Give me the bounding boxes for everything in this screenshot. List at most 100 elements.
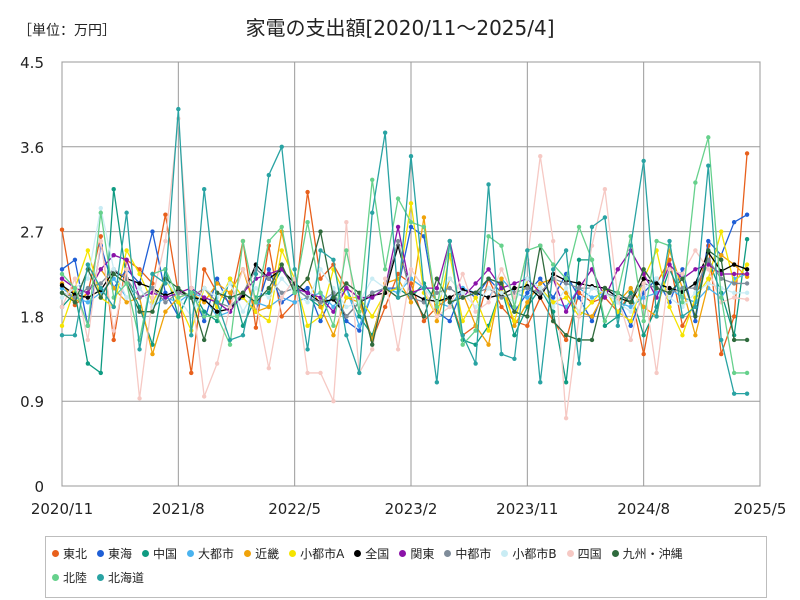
data-point — [615, 267, 621, 272]
data-point — [434, 314, 440, 319]
data-point — [641, 318, 646, 324]
data-point — [538, 290, 543, 296]
data-point — [357, 323, 362, 329]
data-point — [305, 370, 310, 376]
data-point — [512, 318, 517, 324]
data-point — [744, 297, 750, 302]
data-point — [305, 323, 310, 329]
data-point — [176, 106, 181, 112]
data-point — [370, 342, 375, 347]
data-point — [525, 300, 530, 305]
data-point — [137, 347, 142, 352]
data-point — [266, 366, 272, 371]
data-point — [318, 229, 323, 234]
legend-item: 小都市B — [501, 545, 557, 562]
legend-label: 大都市 — [198, 547, 235, 561]
data-point — [589, 257, 595, 263]
data-point — [460, 318, 465, 324]
x-tick-label: 2023/2 — [385, 500, 438, 518]
data-point — [357, 370, 362, 376]
unit-label: ［単位：万円］ — [18, 23, 116, 39]
data-point — [137, 309, 142, 314]
data-point — [85, 248, 91, 253]
data-point — [641, 158, 646, 164]
data-point — [370, 177, 375, 182]
data-point — [589, 337, 595, 343]
data-point — [447, 318, 452, 324]
data-point — [563, 281, 569, 286]
data-point — [550, 267, 556, 272]
data-point — [279, 144, 284, 149]
x-tick-label: 2020/11 — [31, 500, 93, 518]
data-point — [85, 337, 91, 343]
data-point — [150, 229, 155, 234]
data-point — [408, 201, 414, 206]
data-point — [370, 210, 375, 215]
data-point — [163, 309, 168, 314]
data-point — [654, 314, 659, 319]
legend-marker-icon — [354, 550, 362, 557]
series-line — [61, 188, 748, 384]
data-point — [163, 212, 168, 217]
data-point — [382, 130, 388, 135]
data-point — [512, 323, 517, 329]
data-point — [344, 318, 349, 324]
data-point — [85, 323, 91, 329]
legend-label: 北陸 — [63, 571, 88, 585]
y-tick-label: 3.6 — [20, 139, 44, 157]
data-point — [486, 276, 491, 281]
data-point — [85, 262, 91, 267]
data-point — [563, 276, 569, 281]
series-line — [61, 136, 748, 374]
data-point — [525, 323, 530, 329]
data-point — [344, 285, 349, 291]
data-point — [266, 285, 272, 291]
data-point — [318, 318, 323, 324]
legend-marker-icon — [52, 550, 59, 557]
data-point — [550, 238, 556, 244]
series-北海道 — [59, 106, 750, 396]
data-point — [512, 356, 517, 361]
data-point — [628, 300, 633, 305]
data-point — [395, 224, 401, 230]
data-point — [408, 300, 414, 305]
x-tick-label: 2023/11 — [496, 500, 558, 518]
data-point — [512, 281, 517, 286]
data-point — [731, 290, 737, 296]
data-point — [473, 281, 478, 286]
data-point — [550, 304, 556, 310]
data-point — [602, 187, 608, 192]
data-point — [279, 314, 284, 319]
data-point — [72, 276, 78, 281]
data-point — [680, 267, 685, 272]
data-point — [706, 135, 711, 140]
data-point — [201, 187, 207, 192]
data-point — [563, 309, 569, 314]
data-point — [318, 314, 323, 319]
data-point — [628, 285, 633, 291]
legend-marker-icon — [187, 550, 195, 557]
data-point — [628, 323, 633, 329]
legend-item: 北海道 — [97, 569, 144, 586]
data-point — [137, 271, 142, 277]
data-point — [344, 248, 349, 253]
legend-item: 四国 — [566, 545, 602, 562]
legend-label: 近畿 — [255, 547, 280, 561]
data-point — [357, 309, 362, 314]
data-point — [538, 154, 543, 159]
legend-label: 四国 — [577, 547, 602, 561]
data-point — [253, 271, 259, 277]
data-point — [266, 172, 272, 178]
data-point — [214, 281, 220, 286]
data-point — [680, 271, 685, 277]
series-line — [61, 207, 748, 318]
series-line — [61, 202, 748, 336]
data-point — [382, 304, 388, 310]
data-point — [85, 285, 91, 291]
data-point — [512, 309, 517, 314]
data-point — [499, 290, 504, 296]
data-point — [292, 290, 297, 296]
data-point — [744, 267, 750, 272]
data-point — [499, 267, 504, 272]
data-point — [344, 314, 349, 319]
